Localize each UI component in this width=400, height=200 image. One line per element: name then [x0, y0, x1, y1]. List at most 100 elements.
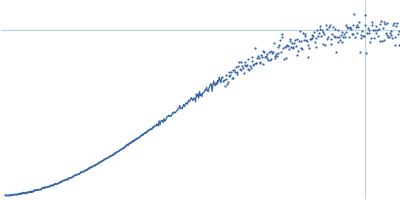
Point [309, 37, 316, 40]
Point [342, 35, 348, 38]
Point [227, 73, 234, 77]
Point [335, 29, 342, 32]
Point [260, 49, 267, 52]
Point [226, 71, 233, 74]
Point [316, 31, 322, 34]
Point [368, 37, 374, 40]
Point [321, 32, 328, 35]
Point [367, 40, 373, 43]
Point [365, 29, 372, 32]
Point [273, 52, 279, 55]
Point [338, 41, 345, 44]
Point [358, 34, 364, 37]
Point [317, 27, 324, 30]
Point [383, 32, 389, 35]
Point [278, 50, 284, 54]
Point [384, 34, 391, 37]
Point [334, 41, 341, 44]
Point [371, 36, 377, 39]
Point [220, 79, 226, 83]
Point [387, 32, 393, 35]
Point [295, 49, 302, 52]
Point [252, 47, 258, 50]
Point [344, 26, 350, 29]
Point [239, 65, 245, 68]
Point [375, 34, 381, 38]
Point [237, 60, 244, 64]
Point [271, 55, 278, 58]
Point [360, 34, 367, 37]
Point [245, 68, 252, 71]
Point [251, 62, 257, 65]
Point [311, 31, 317, 34]
Point [246, 68, 252, 71]
Point [255, 55, 261, 58]
Point [349, 32, 355, 36]
Point [284, 44, 290, 47]
Point [296, 39, 302, 42]
Point [372, 31, 379, 34]
Point [340, 35, 346, 38]
Point [225, 81, 231, 84]
Point [322, 44, 328, 47]
Point [386, 35, 392, 38]
Point [327, 38, 334, 41]
Point [393, 25, 399, 28]
Point [293, 44, 299, 47]
Point [229, 76, 235, 79]
Point [327, 23, 333, 26]
Point [352, 35, 358, 39]
Point [234, 73, 240, 76]
Point [350, 33, 356, 36]
Point [331, 36, 338, 39]
Point [243, 64, 249, 68]
Point [353, 25, 359, 28]
Point [278, 33, 285, 36]
Point [333, 50, 339, 54]
Point [222, 73, 229, 76]
Point [266, 58, 273, 62]
Point [283, 57, 290, 60]
Point [236, 61, 242, 64]
Point [377, 22, 384, 26]
Point [391, 35, 398, 38]
Point [357, 51, 363, 54]
Point [361, 23, 368, 27]
Point [288, 45, 294, 49]
Point [382, 22, 388, 25]
Point [364, 31, 370, 35]
Point [254, 56, 260, 60]
Point [324, 28, 331, 31]
Point [287, 37, 294, 41]
Point [392, 44, 398, 47]
Point [270, 41, 277, 44]
Point [394, 21, 400, 24]
Point [346, 36, 352, 39]
Point [394, 33, 400, 36]
Point [313, 45, 320, 48]
Point [289, 41, 295, 44]
Point [347, 27, 354, 30]
Point [235, 64, 241, 68]
Point [253, 61, 260, 65]
Point [262, 55, 268, 58]
Point [389, 36, 395, 39]
Point [260, 62, 266, 66]
Point [286, 48, 292, 51]
Point [378, 19, 384, 23]
Point [274, 54, 280, 57]
Point [279, 36, 286, 39]
Point [312, 41, 318, 44]
Point [332, 28, 338, 31]
Point [285, 45, 291, 48]
Point [297, 39, 304, 43]
Point [339, 30, 346, 33]
Point [376, 39, 383, 43]
Point [384, 21, 390, 25]
Point [221, 78, 227, 82]
Point [303, 38, 309, 41]
Point [248, 55, 255, 58]
Point [275, 46, 282, 49]
Point [341, 33, 347, 36]
Point [247, 64, 253, 67]
